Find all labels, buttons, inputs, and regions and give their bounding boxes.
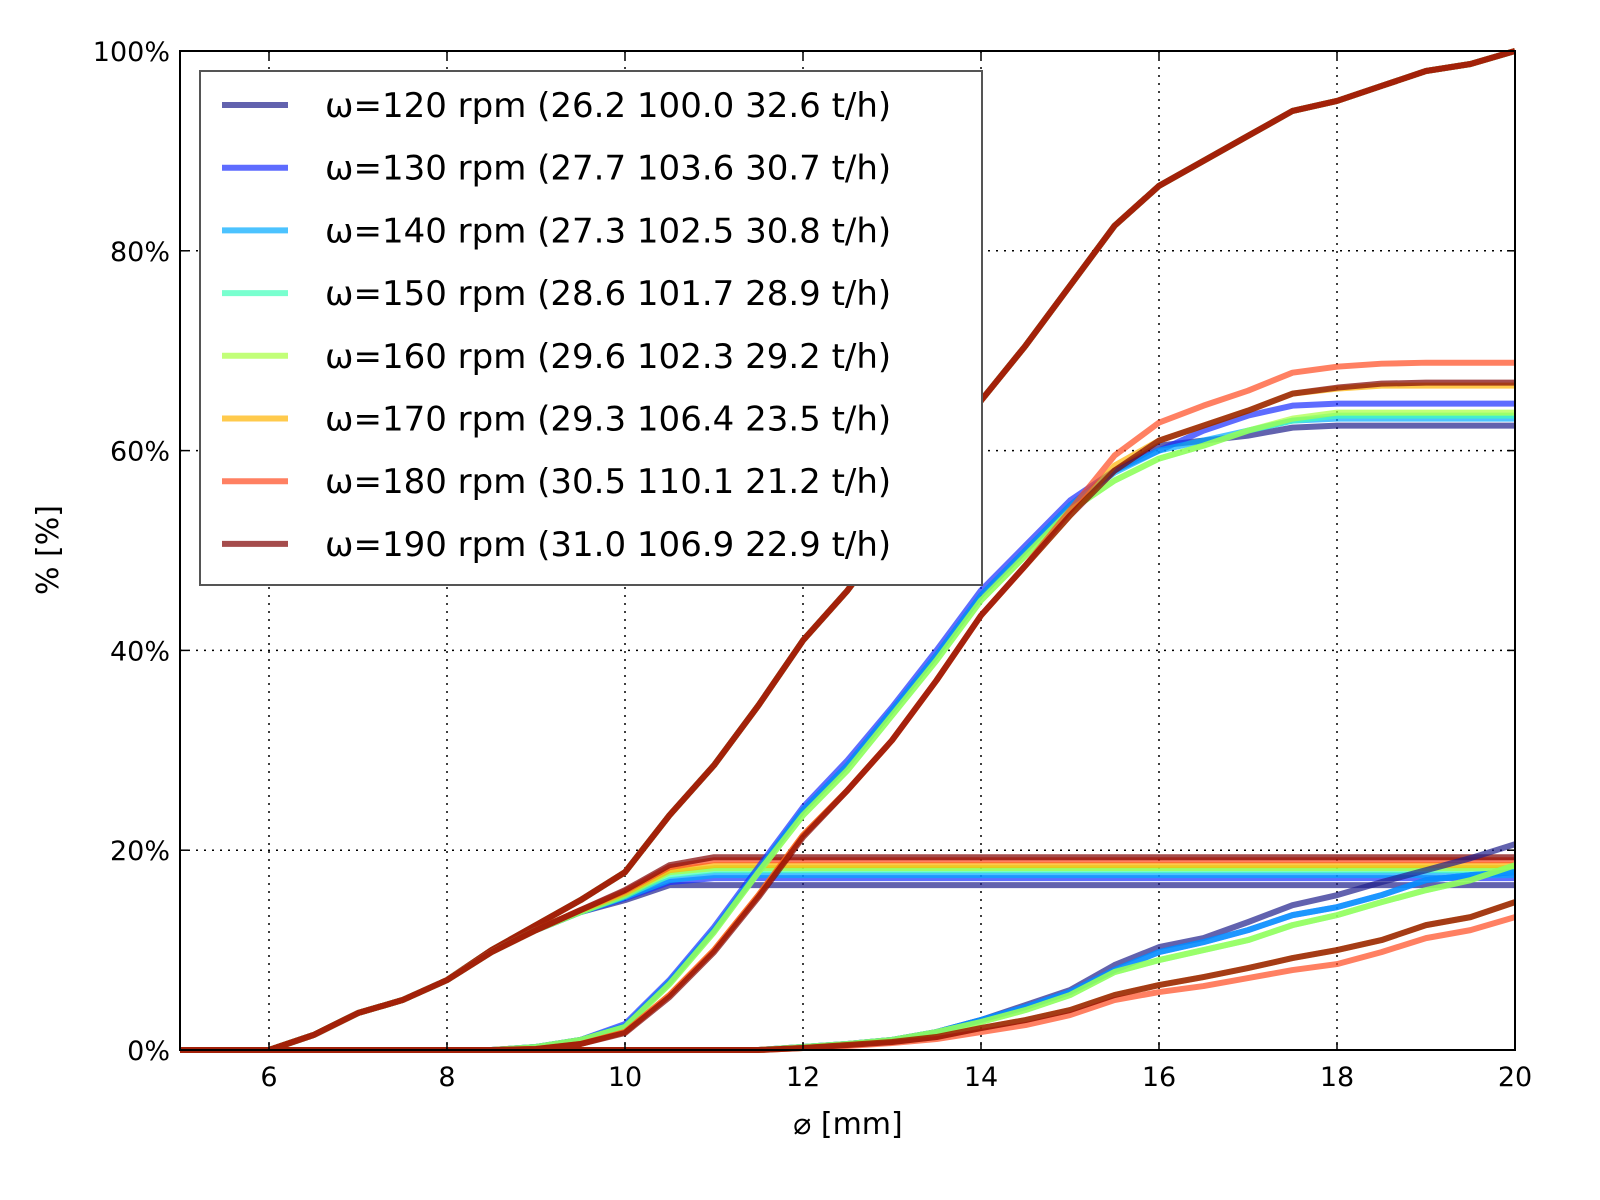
- legend-label: ω=140 rpm (27.3 102.5 30.8 t/h): [325, 211, 891, 251]
- series-line-8-curve-4: [180, 899, 1516, 1053]
- x-tick-label: 12: [786, 1062, 820, 1093]
- legend: ω=120 rpm (26.2 100.0 32.6 t/h) ω=130 rpm…: [199, 70, 983, 586]
- series-line-4-curve-4: [180, 862, 1516, 1053]
- x-tick-label: 8: [438, 1062, 455, 1093]
- y-tick-label: 100%: [93, 37, 170, 68]
- y-tick-label: 0%: [127, 1036, 170, 1067]
- x-tick-label: 16: [1142, 1062, 1176, 1093]
- series-line-6-curve-4: [180, 899, 1516, 1053]
- x-tick-label: 10: [608, 1062, 642, 1093]
- y-tick-label: 20%: [110, 836, 170, 867]
- ticks: 6 8 10 12 14 16 18 20 0% 20% 40% 60% 80% 100%: [93, 37, 1532, 1093]
- series-line-5-curve-2: [180, 865, 1515, 1053]
- x-tick-label: 6: [260, 1062, 277, 1093]
- legend-frame: [199, 70, 983, 586]
- legend-label: ω=120 rpm (26.2 100.0 32.6 t/h): [325, 86, 891, 126]
- legend-label: ω=190 rpm (31.0 106.9 22.9 t/h): [325, 525, 891, 565]
- y-axis-label: % [%]: [31, 505, 66, 595]
- legend-label: ω=150 rpm (28.6 101.7 28.9 t/h): [325, 274, 891, 314]
- series-line-7-curve-4: [180, 914, 1516, 1053]
- legend-label: ω=180 rpm (30.5 110.1 21.2 t/h): [325, 462, 891, 502]
- plot-frame: [179, 50, 1516, 1051]
- y-tick-label: 40%: [110, 636, 170, 667]
- series-line-5-curve-4: [180, 862, 1516, 1053]
- series-line-8-curve-2: [180, 854, 1515, 1053]
- legend-label: ω=130 rpm (27.7 103.6 30.7 t/h): [325, 149, 891, 189]
- x-tick-label: 14: [964, 1062, 998, 1093]
- legend-label: ω=160 rpm (29.6 102.3 29.2 t/h): [325, 337, 891, 377]
- series-line-6-curve-2: [180, 862, 1515, 1053]
- x-tick-label: 20: [1498, 1062, 1532, 1093]
- legend-label: ω=170 rpm (29.3 106.4 23.5 t/h): [325, 400, 891, 440]
- y-tick-label: 60%: [110, 437, 170, 468]
- x-tick-label: 18: [1320, 1062, 1354, 1093]
- x-axis-label: ⌀ [mm]: [793, 1107, 902, 1142]
- y-tick-label: 80%: [110, 237, 170, 268]
